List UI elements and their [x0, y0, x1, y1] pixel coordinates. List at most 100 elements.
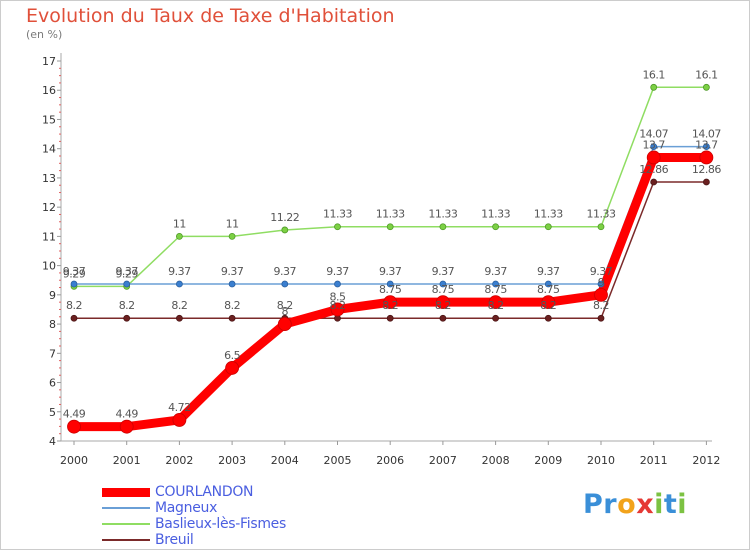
data-label-magneux: 9.37 — [537, 265, 560, 278]
x-tick-label: 2007 — [429, 454, 457, 467]
x-tick-label: 2005 — [324, 454, 352, 467]
data-point-baslieux-les-fismes — [175, 232, 183, 240]
data-label-courlandon: 8 — [282, 305, 289, 318]
y-tick-label: 14 — [42, 143, 56, 156]
data-label-baslieux-les-fismes: 11.33 — [428, 208, 457, 221]
data-point-magneux — [597, 280, 605, 288]
data-label-magneux: 14.07 — [692, 128, 721, 141]
data-point-magneux — [650, 143, 658, 151]
x-tick-label: 2011 — [640, 454, 668, 467]
legend-label: COURLANDON — [155, 484, 254, 500]
x-tick-label: 2004 — [271, 454, 299, 467]
series-lines — [69, 86, 711, 432]
data-label-courlandon: 8.5 — [330, 290, 346, 303]
legend-label: Breuil — [155, 532, 194, 548]
data-point-magneux — [386, 280, 394, 288]
data-label-baslieux-les-fismes: 11.33 — [376, 208, 405, 221]
data-label-baslieux-les-fismes: 11.33 — [323, 208, 352, 221]
data-point-courlandon — [277, 317, 292, 331]
legend-label: Baslieux-lès-Fismes — [155, 516, 286, 532]
chart-title: Evolution du Taux de Taxe d'Habitation — [26, 5, 395, 27]
data-point-courlandon — [435, 295, 450, 310]
data-point-magneux — [228, 280, 236, 288]
chart-subtitle: (en %) — [26, 28, 63, 41]
legend-swatch — [102, 487, 150, 497]
data-point-courlandon — [225, 361, 240, 375]
logo-letter: t — [663, 489, 678, 520]
data-point-courlandon — [119, 419, 134, 434]
x-tick-label: 2001 — [113, 454, 141, 467]
data-point-breuil — [650, 178, 658, 186]
x-tick-label: 2003 — [218, 454, 246, 467]
data-point-courlandon — [488, 295, 503, 310]
legend-swatch — [102, 539, 150, 541]
y-tick-label: 6 — [49, 377, 56, 390]
data-point-breuil — [597, 314, 605, 322]
y-tick-label: 9 — [49, 289, 56, 302]
y-tick-label: 5 — [49, 406, 56, 419]
data-label-breuil: 8.2 — [435, 299, 451, 312]
logo-letter: P — [583, 489, 604, 520]
data-point-baslieux-les-fismes — [334, 223, 341, 231]
x-tick-label: 2010 — [587, 454, 615, 467]
data-point-breuil — [70, 314, 78, 322]
data-point-courlandon — [172, 413, 187, 427]
data-label-baslieux-les-fismes: 9.29 — [115, 267, 138, 280]
data-point-baslieux-les-fismes — [439, 223, 447, 231]
data-label-baslieux-les-fismes: 11.22 — [270, 211, 299, 224]
logo-letter: x — [636, 489, 655, 520]
data-point-magneux — [334, 280, 341, 288]
legend-swatch — [102, 523, 150, 525]
data-label-courlandon: 8.75 — [484, 283, 507, 296]
x-tick-label: 2000 — [60, 454, 88, 467]
data-label-magneux: 9.37 — [484, 265, 507, 278]
data-label-magneux: 9.37 — [590, 265, 613, 278]
data-point-magneux — [281, 280, 289, 288]
data-point-courlandon — [541, 295, 556, 310]
y-tick-label: 17 — [42, 55, 56, 68]
data-label-magneux: 14.07 — [639, 128, 668, 141]
data-point-magneux — [175, 280, 183, 288]
data-label-magneux: 9.37 — [221, 265, 244, 278]
data-label-breuil: 8.2 — [171, 299, 187, 312]
data-point-breuil — [123, 314, 131, 322]
data-label-breuil: 8.2 — [488, 299, 504, 312]
data-label-breuil: 8.2 — [119, 299, 135, 312]
data-label-baslieux-les-fismes: 16.1 — [642, 68, 665, 81]
data-point-baslieux-les-fismes — [386, 223, 394, 231]
data-label-courlandon: 8.75 — [432, 283, 455, 296]
y-tick-label: 10 — [42, 260, 56, 273]
data-point-courlandon — [594, 287, 608, 302]
legend-swatch — [102, 507, 150, 509]
data-label-breuil: 8.2 — [593, 299, 609, 312]
data-label-breuil: 8.2 — [382, 299, 398, 312]
data-point-breuil — [228, 314, 236, 322]
logo-letter: i — [677, 489, 688, 520]
proxiti-logo: Proxiti — [583, 489, 687, 520]
data-label-magneux: 9.37 — [115, 265, 138, 278]
data-point-magneux — [439, 280, 447, 288]
data-label-courlandon: 9 — [598, 276, 605, 289]
series-points — [67, 83, 714, 434]
data-label-courlandon: 6.5 — [224, 349, 240, 362]
x-tick-label: 2006 — [376, 454, 404, 467]
x-tick-label: 2008 — [482, 454, 510, 467]
data-point-breuil — [703, 178, 710, 186]
data-point-breuil — [439, 314, 447, 322]
data-label-baslieux-les-fismes: 11 — [226, 217, 239, 230]
data-label-breuil: 8.2 — [330, 299, 346, 312]
data-label-magneux: 9.37 — [326, 265, 349, 278]
data-point-breuil — [175, 314, 183, 322]
x-tick-label: 2012 — [692, 454, 720, 467]
data-point-baslieux-les-fismes — [281, 226, 289, 234]
data-point-baslieux-les-fismes — [228, 232, 236, 240]
data-point-baslieux-les-fismes — [544, 223, 552, 231]
y-tick-label: 16 — [42, 84, 56, 97]
data-point-magneux — [123, 280, 131, 288]
data-point-courlandon — [330, 302, 345, 317]
data-point-baslieux-les-fismes — [703, 83, 710, 91]
data-label-courlandon: 13.7 — [642, 138, 665, 151]
data-point-baslieux-les-fismes — [650, 83, 658, 91]
data-label-breuil: 8.2 — [224, 299, 240, 312]
